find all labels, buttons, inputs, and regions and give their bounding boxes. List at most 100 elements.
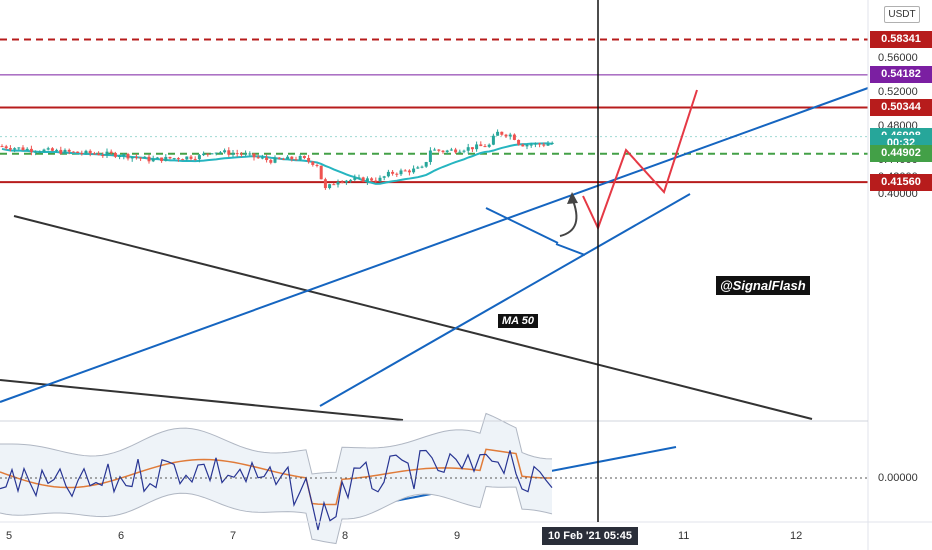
candle-body (80, 152, 84, 154)
candle-body (286, 156, 290, 160)
candle-body (218, 152, 222, 154)
x-tick-label: 11 (678, 530, 690, 542)
candle-body (370, 178, 374, 181)
candle-body (420, 166, 424, 168)
candle-body (496, 131, 500, 136)
candle-body (244, 153, 248, 155)
ascending-channel-upper (0, 87, 869, 403)
candle-body (323, 179, 327, 189)
candle-body (546, 143, 550, 146)
candle-body (256, 157, 260, 159)
y-tick-label: 0.56000 (878, 52, 918, 65)
osc-tick-label: 0.00000 (878, 472, 918, 484)
candle-body (76, 151, 80, 153)
candle-body (340, 182, 344, 184)
candle-body (109, 151, 113, 153)
candle-body (533, 143, 537, 145)
candle-body (231, 153, 235, 155)
osc-signal-line (0, 448, 553, 506)
candle-body (105, 151, 109, 156)
candle-body (428, 150, 432, 163)
candle-body (67, 149, 71, 152)
forecast-path (582, 89, 698, 231)
candle-body (395, 173, 399, 175)
x-tick-label: 5 (6, 530, 13, 542)
candle-body (113, 152, 117, 157)
candle-body (134, 156, 138, 158)
candle-body (416, 167, 420, 169)
candle-body (353, 177, 357, 180)
candle-body (382, 176, 386, 178)
candle-body (378, 177, 382, 182)
candle-body (13, 148, 17, 150)
candle-body (206, 153, 210, 155)
candle-body (454, 149, 458, 153)
candle-body (273, 157, 277, 163)
candle-body (449, 149, 453, 151)
candle-body (197, 155, 201, 160)
osc-band-lower (0, 485, 553, 545)
descending-trendline-upper (13, 215, 813, 420)
candle-body (122, 154, 126, 157)
candle-body (445, 150, 449, 152)
candlesticks (0, 129, 554, 190)
candle-body (97, 153, 101, 156)
candle-body (424, 162, 428, 167)
candle-body (214, 152, 218, 154)
candle-body (538, 143, 542, 145)
candle-body (525, 144, 529, 147)
candle-body (277, 157, 281, 159)
candle-body (42, 149, 46, 152)
candle-body (164, 156, 168, 162)
candle-body (17, 147, 21, 149)
candle-body (529, 144, 533, 146)
candle-body (55, 149, 59, 151)
candle-body (281, 158, 285, 160)
candle-body (139, 157, 143, 159)
ma-label: MA 50 (498, 314, 538, 328)
price-tag: 0.50344 (870, 98, 932, 116)
osc-main-line (0, 449, 553, 531)
candle-body (374, 180, 378, 182)
candle-body (130, 156, 134, 159)
candle-body (46, 148, 50, 150)
candle-body (412, 168, 416, 173)
horizontal-levels (0, 38, 868, 184)
candle-body (433, 149, 437, 151)
candle-body (248, 153, 252, 155)
candle-body (84, 150, 88, 154)
candle-body (441, 150, 445, 152)
price-tag: 0.44902 (870, 145, 932, 163)
candle-body (235, 153, 239, 155)
candle-body (475, 144, 479, 150)
candle-body (239, 153, 243, 155)
candle-body (151, 158, 155, 162)
ascending-channel-lower (319, 193, 691, 407)
candle-body (202, 153, 206, 156)
candle-body (223, 150, 227, 153)
candle-body (361, 177, 365, 182)
candle-body (508, 134, 512, 137)
watermark: @SignalFlash (716, 276, 810, 295)
x-tick-label: 12 (790, 530, 803, 542)
y-tick-label: 0.40000 (878, 188, 918, 201)
x-tick-label: 9 (454, 530, 461, 542)
candle-body (4, 146, 8, 149)
candle-body (344, 180, 348, 183)
currency-label[interactable]: USDT (884, 6, 920, 23)
candle-body (336, 182, 340, 185)
candle-body (437, 149, 441, 151)
candle-body (399, 170, 403, 175)
candle-body (483, 146, 487, 148)
candle-body (71, 151, 75, 153)
candle-body (0, 146, 4, 148)
x-tick-label: 7 (230, 530, 237, 542)
candle-body (521, 144, 525, 147)
candle-body (25, 148, 29, 151)
candle-body (328, 184, 332, 189)
flag-edge (555, 243, 586, 256)
candle-body (290, 156, 294, 160)
candle-body (302, 155, 306, 158)
